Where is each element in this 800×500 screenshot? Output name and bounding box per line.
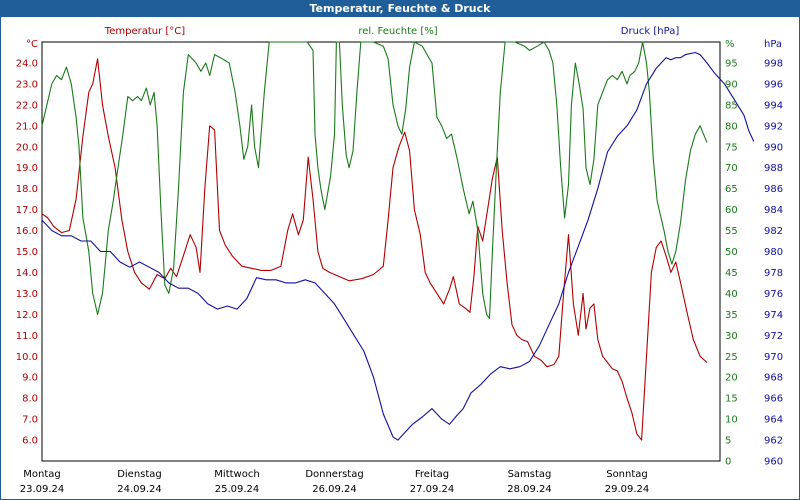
temperature-tick-label: 23.0 [16, 79, 38, 90]
humidity-axis-title: rel. Feuchte [%] [358, 26, 437, 37]
pressure-series-line [41, 51, 755, 441]
temperature-tick-label: 17.0 [16, 205, 38, 216]
temperature-tick-label: 11.0 [16, 331, 38, 342]
pressure-tick-label: 978 [764, 268, 783, 279]
temperature-tick-label: 22.0 [16, 100, 38, 111]
pressure-tick-label: 988 [764, 163, 783, 174]
humidity-tick-label: 45 [725, 268, 738, 279]
x-date-label: 23.09.24 [20, 484, 65, 495]
humidity-tick-label: 0 [725, 457, 731, 468]
humidity-tick-label: 85 [725, 100, 738, 111]
humidity-tick-label: 80 [725, 121, 738, 132]
pressure-tick-label: 982 [764, 226, 783, 237]
humidity-tick-label: 50 [725, 247, 738, 258]
humidity-tick-label: 55 [725, 226, 738, 237]
humidity-unit: % [725, 39, 735, 50]
x-date-label: 25.09.24 [215, 484, 260, 495]
temperature-tick-label: 13.0 [16, 289, 38, 300]
x-day-label: Samstag [508, 469, 552, 480]
humidity-tick-label: 90 [725, 79, 738, 90]
temperature-unit: °C [26, 39, 38, 50]
pressure-tick-label: 970 [764, 352, 783, 363]
x-date-label: 28.09.24 [507, 484, 552, 495]
temperature-tick-label: 20.0 [16, 142, 38, 153]
humidity-tick-label: 25 [725, 352, 738, 363]
temperature-tick-label: 7.0 [22, 415, 38, 426]
pressure-tick-label: 986 [764, 184, 783, 195]
pressure-tick-label: 980 [764, 247, 783, 258]
pressure-axis-title: Druck [hPa] [621, 26, 680, 37]
temperature-tick-label: 24.0 [16, 58, 38, 69]
window-title: Temperatur, Feuchte & Druck [0, 0, 800, 17]
humidity-tick-label: 10 [725, 415, 738, 426]
x-day-label: Montag [23, 469, 60, 480]
humidity-series-line [41, 41, 708, 320]
pressure-tick-label: 984 [764, 205, 783, 216]
humidity-tick-label: 95 [725, 58, 738, 69]
humidity-tick-label: 5 [725, 436, 731, 447]
x-date-label: 27.09.24 [410, 484, 455, 495]
pressure-tick-label: 960 [764, 457, 783, 468]
temperature-axis-title: Temperatur [°C] [104, 26, 185, 37]
humidity-tick-label: 40 [725, 289, 738, 300]
temperature-tick-label: 8.0 [22, 394, 38, 405]
pressure-tick-label: 998 [764, 58, 783, 69]
pressure-tick-label: 976 [764, 289, 783, 300]
humidity-tick-label: 15 [725, 394, 738, 405]
humidity-tick-label: 70 [725, 163, 738, 174]
x-day-label: Freitag [415, 469, 449, 480]
humidity-tick-label: 60 [725, 205, 738, 216]
temperature-tick-label: 12.0 [16, 310, 38, 321]
x-date-label: 29.09.24 [605, 484, 650, 495]
pressure-tick-label: 974 [764, 310, 783, 321]
pressure-unit: hPa [764, 39, 782, 50]
axes [41, 41, 721, 462]
pressure-tick-label: 964 [764, 415, 783, 426]
humidity-tick-label: 35 [725, 310, 738, 321]
humidity-tick-label: 30 [725, 331, 738, 342]
temperature-tick-label: 15.0 [16, 247, 38, 258]
temperature-tick-label: 10.0 [16, 352, 38, 363]
x-day-label: Sonntag [606, 469, 648, 480]
x-date-label: 24.09.24 [117, 484, 162, 495]
pressure-tick-label: 968 [764, 373, 783, 384]
series-lines [41, 41, 755, 441]
temperature-tick-label: 21.0 [16, 121, 38, 132]
x-date-label: 26.09.24 [312, 484, 357, 495]
pressure-tick-label: 996 [764, 79, 783, 90]
x-day-label: Mittwoch [214, 469, 259, 480]
axis-labels: 6.0 7.0 8.0 9.0 10.0 11.0 12.0 13.0 14.0 15.0 16.0… [16, 26, 783, 495]
pressure-tick-label: 990 [764, 142, 783, 153]
temperature-tick-label: 9.0 [22, 373, 38, 384]
x-day-label: Dienstag [117, 469, 162, 480]
pressure-tick-label: 994 [764, 100, 783, 111]
plot-area [41, 41, 721, 462]
pressure-tick-label: 966 [764, 394, 783, 405]
temperature-tick-label: 14.0 [16, 268, 38, 279]
pressure-tick-label: 992 [764, 121, 783, 132]
temperature-tick-label: 19.0 [16, 163, 38, 174]
humidity-tick-label: 65 [725, 184, 738, 195]
temperature-tick-label: 18.0 [16, 184, 38, 195]
pressure-tick-label: 962 [764, 436, 783, 447]
humidity-tick-label: 20 [725, 373, 738, 384]
pressure-tick-label: 972 [764, 331, 783, 342]
x-day-label: Donnerstag [305, 469, 363, 480]
humidity-tick-label: 75 [725, 142, 738, 153]
temperature-tick-label: 16.0 [16, 226, 38, 237]
temperature-tick-label: 6.0 [22, 436, 38, 447]
